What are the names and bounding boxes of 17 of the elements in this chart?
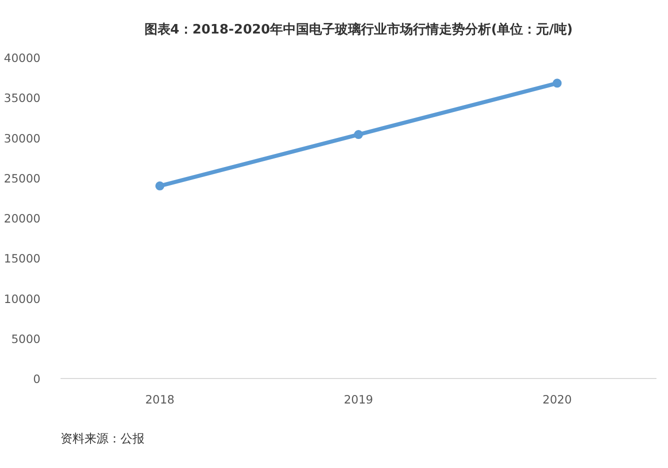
y-tick-label: 10000 <box>4 292 41 306</box>
y-tick-label: 20000 <box>4 212 41 226</box>
point <box>155 181 164 190</box>
y-tick-label: 40000 <box>4 51 41 65</box>
y-tick-label: 15000 <box>4 252 41 266</box>
point <box>354 130 363 140</box>
y-tick-label: 0 <box>33 372 41 386</box>
x-tick-label: 2020 <box>542 392 572 406</box>
text: 资料来源：公报 <box>60 432 144 446</box>
point <box>552 78 562 88</box>
y-tick-label: 25000 <box>4 171 41 186</box>
y-tick-label: 30000 <box>4 131 41 146</box>
y-tick-label: 35000 <box>4 91 41 106</box>
x-tick-label: 2018 <box>145 392 174 406</box>
y-tick-label: 5000 <box>11 332 41 346</box>
chart-title: 图表4：2018-2020年中国电子玻璃行业市场行情走势分析(单位：元/吨) <box>144 22 573 38</box>
x-tick-label: 2019 <box>344 392 374 406</box>
